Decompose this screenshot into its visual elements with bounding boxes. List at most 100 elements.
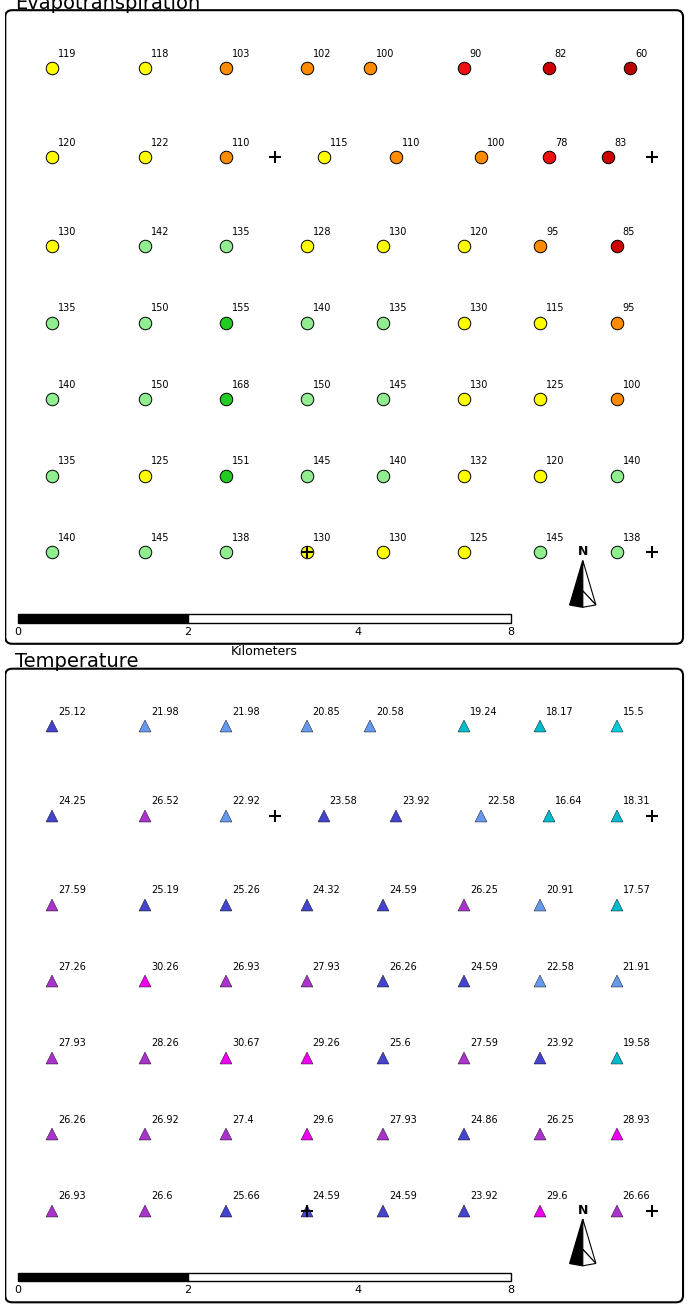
Text: 23.92: 23.92 (470, 1192, 497, 1201)
Text: 100: 100 (623, 379, 641, 390)
Text: 22.58: 22.58 (546, 962, 574, 971)
Text: 85: 85 (623, 227, 635, 237)
Text: 25.26: 25.26 (232, 885, 260, 896)
Text: 135: 135 (58, 456, 77, 467)
Text: 140: 140 (623, 456, 641, 467)
Bar (18, 1273, 188, 1281)
Text: 17.57: 17.57 (623, 885, 651, 896)
Polygon shape (570, 1249, 583, 1266)
Text: 138: 138 (623, 533, 641, 542)
Text: 26.25: 26.25 (470, 885, 497, 896)
Text: 16.64: 16.64 (555, 797, 582, 806)
Text: 145: 145 (313, 456, 331, 467)
Text: 19.58: 19.58 (623, 1038, 651, 1048)
Text: Temperature: Temperature (15, 652, 139, 672)
Text: 83: 83 (614, 138, 627, 147)
Text: 145: 145 (389, 379, 408, 390)
Polygon shape (570, 1219, 583, 1264)
Text: 28.93: 28.93 (623, 1115, 651, 1125)
Text: 24.59: 24.59 (389, 885, 417, 896)
Text: 118: 118 (151, 48, 170, 59)
Text: 26.6: 26.6 (151, 1192, 173, 1201)
Text: N: N (578, 545, 588, 558)
Text: 95: 95 (623, 304, 635, 313)
Text: 82: 82 (555, 48, 567, 59)
Text: 110: 110 (402, 138, 420, 147)
Text: 26.93: 26.93 (58, 1192, 86, 1201)
Text: 18.31: 18.31 (623, 797, 650, 806)
Text: 30.26: 30.26 (151, 962, 179, 971)
Text: 138: 138 (232, 533, 250, 542)
Text: 21.98: 21.98 (151, 707, 179, 717)
Text: 23.58: 23.58 (330, 797, 357, 806)
Text: 26.26: 26.26 (389, 962, 417, 971)
Text: 24.32: 24.32 (313, 885, 340, 896)
Text: 20.85: 20.85 (313, 707, 340, 717)
Text: 25.12: 25.12 (58, 707, 86, 717)
Text: 8: 8 (507, 627, 514, 636)
Text: 26.26: 26.26 (58, 1115, 86, 1125)
Text: 4: 4 (354, 627, 362, 636)
Text: 100: 100 (377, 48, 395, 59)
Text: 21.98: 21.98 (232, 707, 259, 717)
Text: 125: 125 (470, 533, 489, 542)
Polygon shape (583, 561, 596, 605)
Polygon shape (570, 561, 583, 605)
Text: Evapotranspiration: Evapotranspiration (15, 0, 201, 13)
Text: 27.26: 27.26 (58, 962, 86, 971)
Bar (188, 1273, 511, 1281)
Text: 150: 150 (151, 379, 170, 390)
Text: 128: 128 (313, 227, 331, 237)
Text: 27.59: 27.59 (470, 1038, 497, 1048)
Text: 155: 155 (232, 304, 250, 313)
Text: 120: 120 (58, 138, 77, 147)
Text: 140: 140 (58, 533, 77, 542)
Text: 23.92: 23.92 (546, 1038, 574, 1048)
Text: 119: 119 (58, 48, 77, 59)
Text: 22.92: 22.92 (232, 797, 260, 806)
FancyBboxPatch shape (6, 10, 683, 644)
Text: 25.6: 25.6 (389, 1038, 411, 1048)
Text: 115: 115 (330, 138, 348, 147)
Text: 26.93: 26.93 (232, 962, 259, 971)
Text: 122: 122 (151, 138, 170, 147)
Text: 100: 100 (487, 138, 505, 147)
Text: 150: 150 (313, 379, 331, 390)
Text: 26.92: 26.92 (151, 1115, 179, 1125)
Text: 125: 125 (546, 379, 565, 390)
Text: 28.26: 28.26 (151, 1038, 179, 1048)
Text: 2: 2 (184, 1286, 191, 1295)
Text: 23.92: 23.92 (402, 797, 430, 806)
Text: 142: 142 (151, 227, 170, 237)
Text: 24.59: 24.59 (470, 962, 497, 971)
Text: 20.58: 20.58 (377, 707, 404, 717)
FancyBboxPatch shape (6, 669, 683, 1303)
Text: 27.59: 27.59 (58, 885, 86, 896)
Text: 145: 145 (546, 533, 565, 542)
Text: Kilometers: Kilometers (231, 645, 298, 659)
Text: 24.59: 24.59 (389, 1192, 417, 1201)
Polygon shape (583, 591, 596, 608)
Text: 27.93: 27.93 (313, 962, 340, 971)
Polygon shape (583, 1219, 596, 1264)
Text: 168: 168 (232, 379, 250, 390)
Text: 29.6: 29.6 (546, 1192, 568, 1201)
Text: 25.19: 25.19 (151, 885, 179, 896)
Text: 150: 150 (151, 304, 170, 313)
Text: 26.52: 26.52 (151, 797, 179, 806)
Text: 130: 130 (58, 227, 77, 237)
Text: 90: 90 (470, 48, 482, 59)
Text: 140: 140 (58, 379, 77, 390)
Text: 95: 95 (546, 227, 559, 237)
Text: 130: 130 (470, 304, 489, 313)
Text: 130: 130 (470, 379, 489, 390)
Text: 27.93: 27.93 (389, 1115, 417, 1125)
Text: 2: 2 (184, 627, 191, 636)
Text: 25.66: 25.66 (232, 1192, 260, 1201)
Text: 30.67: 30.67 (232, 1038, 259, 1048)
Text: 19.24: 19.24 (470, 707, 497, 717)
Text: 24.86: 24.86 (470, 1115, 497, 1125)
Text: N: N (578, 1204, 588, 1217)
Text: 8: 8 (507, 1286, 514, 1295)
Text: 135: 135 (389, 304, 408, 313)
